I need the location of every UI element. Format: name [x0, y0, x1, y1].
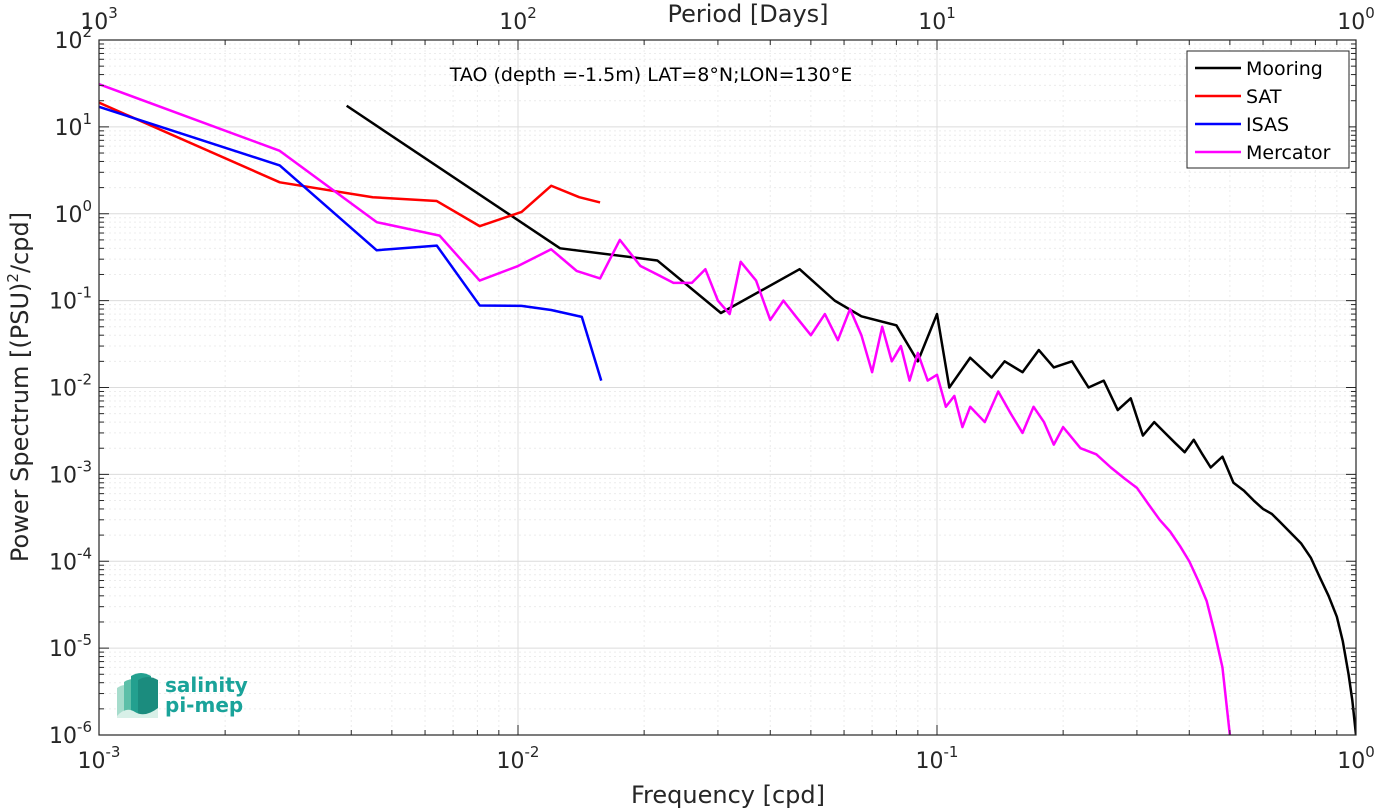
series-line-mooring [345, 104, 1356, 735]
x-tick-label-base: 10 [497, 749, 525, 774]
y-tick-label: 10-6 [49, 718, 92, 749]
top-tick-label-base: 10 [1337, 10, 1365, 35]
x-tick-label-base: 10 [1337, 749, 1365, 774]
x-tick-label-base: 10 [78, 749, 106, 774]
y-tick-label-base: 10 [49, 550, 77, 575]
y-tick-label-base: 10 [54, 116, 82, 141]
y-axis-title-main: Power Spectrum [(PSU) [6, 283, 34, 562]
x-tick-label-exp: -3 [106, 743, 121, 761]
x-tick-label-base: 10 [916, 749, 944, 774]
y-tick-label-base: 10 [49, 377, 77, 402]
y-tick-label: 10-5 [49, 631, 92, 662]
top-tick-label-base: 10 [499, 10, 527, 35]
y-tick-label: 10-4 [49, 544, 92, 575]
x-tick-label-exp: 0 [1365, 743, 1375, 761]
y-tick-label-exp: 2 [82, 23, 92, 41]
y-tick-label-base: 10 [49, 290, 77, 315]
chart-annotation: TAO (depth =-1.5m) LAT=8°N;LON=130°E [449, 64, 853, 86]
y-tick-label-exp: -3 [77, 457, 92, 475]
y-tick-label-exp: 1 [82, 110, 92, 128]
y-tick-label-base: 10 [49, 724, 77, 749]
legend-label-mercator: Mercator [1246, 142, 1331, 164]
top-tick-label-exp: 0 [1365, 4, 1375, 22]
legend-box [1186, 50, 1350, 169]
legend-label-sat: SAT [1246, 86, 1282, 108]
y-tick-label-base: 10 [49, 637, 77, 662]
logo-line1: salinity [165, 673, 248, 697]
top-tick-label-base: 10 [918, 10, 946, 35]
series-line-mercator [99, 83, 1232, 735]
series-line-isas [99, 105, 603, 381]
top-tick-label-exp: 2 [527, 4, 537, 22]
logo-line2: pi-mep [165, 693, 243, 717]
top-tick-label: 102 [499, 4, 537, 35]
x-tick-label: 100 [1337, 743, 1375, 774]
y-tick-label-exp: 0 [82, 197, 92, 215]
y-tick-label-exp: -1 [77, 284, 92, 302]
top-tick-label: 103 [80, 4, 118, 35]
top-tick-label-exp: 3 [108, 4, 118, 22]
y-tick-label-base: 10 [54, 203, 82, 228]
top-tick-label-exp: 1 [946, 4, 956, 22]
y-tick-label-base: 10 [54, 29, 82, 54]
top-tick-label-base: 10 [80, 10, 108, 35]
legend-label-mooring: Mooring [1246, 58, 1323, 80]
y-tick-label-exp: -5 [77, 631, 92, 649]
x-tick-label-exp: -1 [944, 743, 959, 761]
legend: Mooring SAT ISAS Mercator [1186, 50, 1350, 169]
top-axis-title: Period [Days] [667, 0, 828, 28]
top-tick-label: 101 [918, 4, 956, 35]
series-group [99, 83, 1356, 735]
y-tick-label-base: 10 [49, 463, 77, 488]
x-axis-title: Frequency [cpd] [631, 781, 825, 809]
x-tick-label: 10-1 [916, 743, 959, 774]
y-axis-title-sup: 2 [4, 273, 22, 283]
salinity-pi-mep-logo: salinity pi-mep [117, 673, 248, 718]
top-tick-label: 100 [1337, 4, 1375, 35]
legend-label-isas: ISAS [1246, 114, 1289, 136]
y-tick-label: 10-1 [49, 284, 92, 315]
y-tick-label: 100 [54, 197, 92, 228]
series-line-sat [99, 101, 601, 228]
y-axis-title-tail: /cpd] [6, 212, 34, 273]
y-axis-title: Power Spectrum [(PSU)2/cpd] [4, 212, 34, 562]
ticks [98, 40, 1356, 736]
logo-waves-icon [117, 673, 158, 718]
y-tick-label-exp: -6 [77, 718, 92, 736]
x-tick-label: 10-3 [78, 743, 121, 774]
y-tick-label-exp: -4 [77, 544, 92, 562]
y-tick-label: 102 [54, 23, 92, 54]
y-tick-label: 10-3 [49, 457, 92, 488]
x-tick-label-exp: -2 [525, 743, 540, 761]
y-tick-label-exp: -2 [77, 371, 92, 389]
x-tick-label: 10-2 [497, 743, 540, 774]
y-tick-label: 101 [54, 110, 92, 141]
y-tick-label: 10-2 [49, 371, 92, 402]
